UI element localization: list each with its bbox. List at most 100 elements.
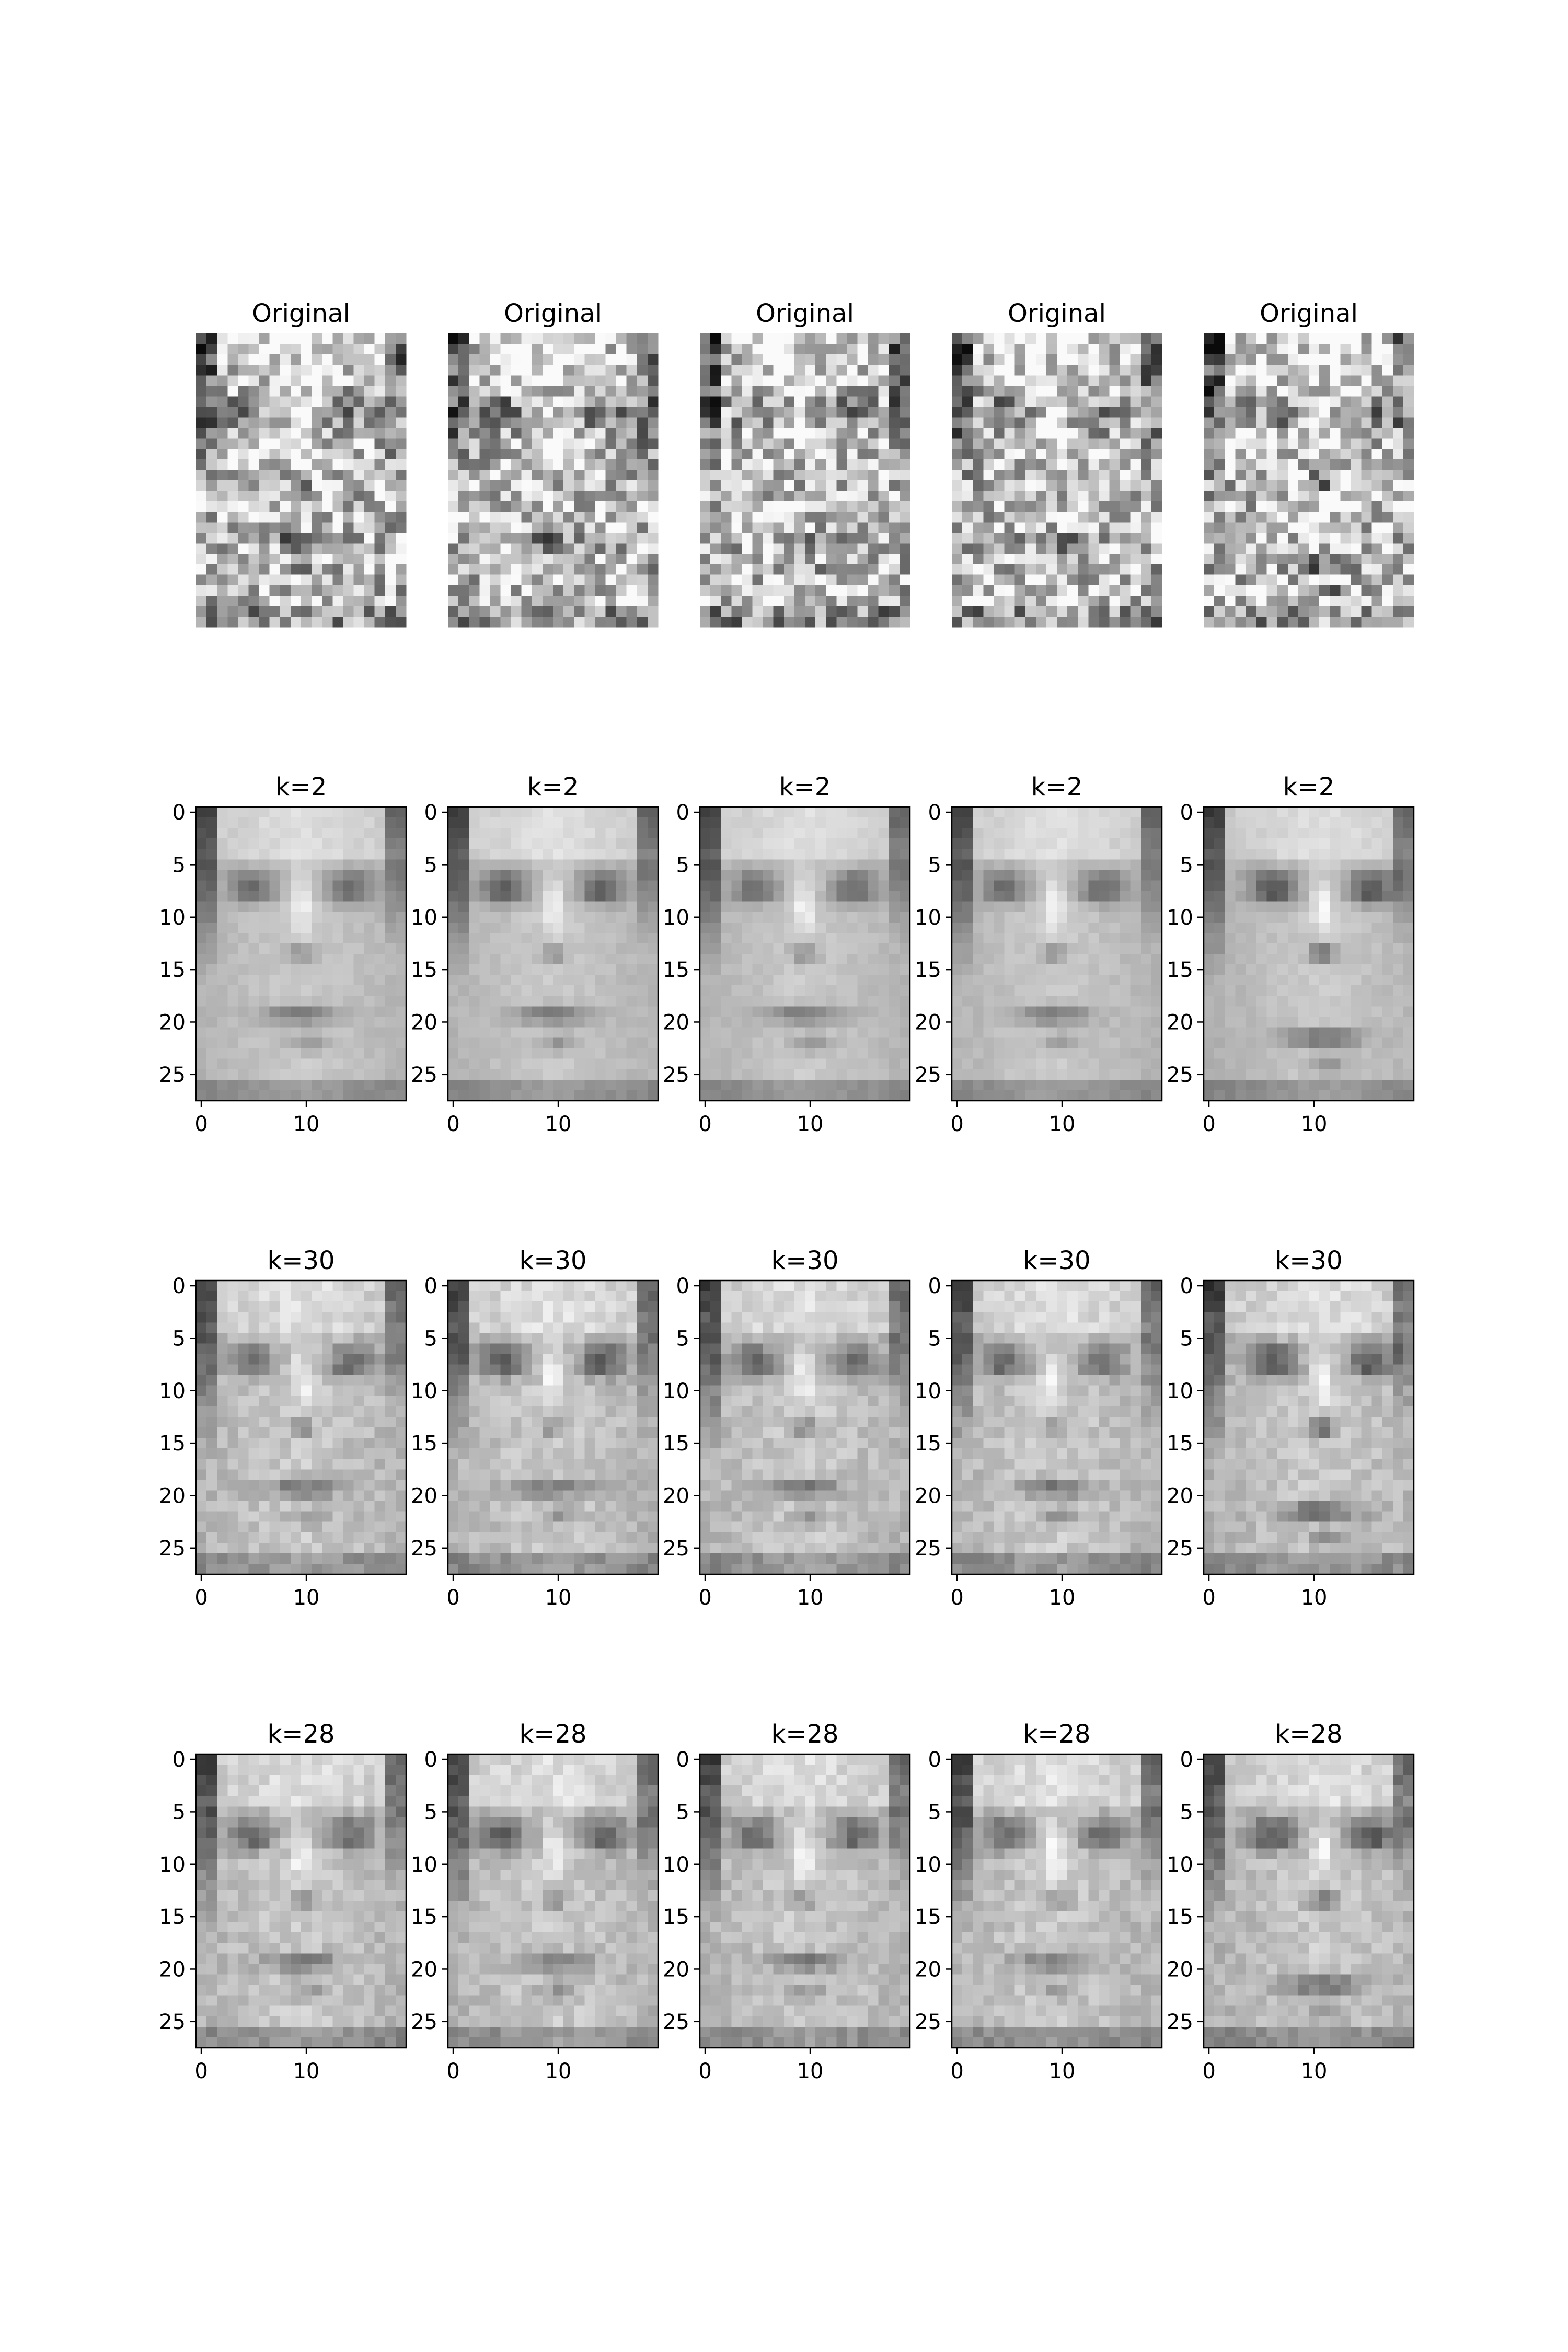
y-tick-label: 5 [676,1800,689,1824]
panel-title: Original [252,299,350,328]
y-tick-label: 5 [1180,1327,1193,1351]
y-tick-label: 15 [915,1432,941,1456]
y-tick-label: 0 [676,1274,689,1298]
y-tick-label: 25 [663,2010,689,2034]
y-tick-label: 0 [1180,1274,1193,1298]
x-tick-label: 0 [698,1112,711,1136]
panel-title: k=2 [275,773,327,802]
panel-title: k=30 [267,1246,335,1275]
panel-0-3: Original [952,299,1162,628]
y-tick-label: 25 [1167,1537,1193,1561]
y-tick-label: 10 [663,906,689,930]
y-tick-label: 0 [1180,801,1193,825]
panel-title: Original [1008,299,1106,328]
y-tick-label: 10 [159,1379,186,1403]
x-tick-label: 10 [1301,1586,1328,1610]
axes-frame [195,806,407,1102]
y-tick-label: 0 [172,1274,186,1298]
panel-title: k=2 [1031,773,1083,802]
face-image [448,333,659,628]
panel-title: Original [1260,299,1358,328]
axes-frame [699,1753,911,2049]
y-tick-label: 0 [424,1274,437,1298]
y-tick-label: 25 [159,1537,186,1561]
face-image [196,1754,407,2048]
x-tick-label: 10 [797,1586,824,1610]
y-tick-label: 20 [663,1484,689,1508]
panel-1-1: k=2 0 5 10 15 20 25 0 10 [411,773,659,1136]
y-tick-label: 20 [1167,1484,1193,1508]
panel-0-1: Original [448,299,659,628]
x-tick-label: 10 [293,1112,320,1136]
axes-frame [447,1753,659,2049]
face-image [196,807,407,1101]
y-tick-label: 5 [928,1800,941,1824]
y-tick-label: 10 [411,1379,437,1403]
y-tick-label: 10 [915,1853,941,1877]
y-tick-label: 10 [1167,906,1193,930]
panel-3-4: k=28 0 5 10 15 20 25 0 10 [1167,1720,1415,2083]
axes-frame [1203,806,1415,1102]
y-tick-label: 15 [663,1905,689,1929]
y-tick-label: 15 [915,958,941,982]
x-tick-label: 0 [698,1586,711,1610]
y-tick-label: 10 [411,906,437,930]
x-tick-label: 10 [545,2059,572,2083]
y-tick-label: 10 [411,1853,437,1877]
panel-2-3: k=30 0 5 10 15 20 25 0 10 [915,1246,1163,1610]
face-image [448,1281,659,1575]
panel-3-0: k=28 0 5 10 15 20 25 0 10 [159,1720,407,2083]
axes-frame [699,806,911,1102]
y-tick-label: 20 [1167,1957,1193,1981]
y-tick-label: 15 [159,1905,186,1929]
x-tick-label: 10 [293,2059,320,2083]
x-tick-label: 0 [194,1586,207,1610]
axes-frame [447,806,659,1102]
axes-frame [951,1279,1163,1575]
face-image [196,1281,407,1575]
y-tick-label: 5 [676,1327,689,1351]
y-tick-label: 5 [676,853,689,877]
panel-title: k=28 [519,1720,586,1749]
y-tick-label: 5 [424,853,437,877]
y-tick-label: 25 [915,2010,941,2034]
y-tick-label: 0 [928,1748,941,1772]
x-tick-label: 0 [950,2059,963,2083]
panel-3-2: k=28 0 5 10 15 20 25 0 10 [663,1720,911,2083]
panel-title: Original [504,299,602,328]
y-tick-label: 0 [676,1748,689,1772]
y-tick-label: 25 [411,1537,437,1561]
face-image [952,807,1162,1101]
axes-frame [447,1279,659,1575]
face-image [952,1754,1162,2048]
panel-title: k=30 [1275,1246,1342,1275]
y-tick-label: 20 [915,1957,941,1981]
panel-title: k=28 [771,1720,838,1749]
x-tick-label: 0 [1202,2059,1215,2083]
y-tick-label: 5 [172,1800,186,1824]
y-tick-label: 25 [915,1063,941,1087]
y-tick-label: 25 [1167,1063,1193,1087]
y-tick-label: 10 [1167,1853,1193,1877]
y-tick-label: 20 [663,1010,689,1034]
y-tick-label: 0 [928,801,941,825]
axes-frame [951,806,1163,1102]
x-tick-label: 10 [797,1112,824,1136]
y-tick-label: 5 [424,1800,437,1824]
y-tick-label: 25 [915,1537,941,1561]
y-tick-label: 20 [159,1957,186,1981]
panel-1-4: k=2 0 5 10 15 20 25 0 10 [1167,773,1415,1136]
y-tick-label: 20 [1167,1010,1193,1034]
y-tick-label: 10 [159,906,186,930]
x-tick-label: 0 [194,2059,207,2083]
y-tick-label: 5 [1180,853,1193,877]
x-tick-label: 10 [1049,1112,1076,1136]
y-tick-label: 20 [915,1010,941,1034]
face-image [952,333,1162,628]
panel-0-2: Original [700,299,910,628]
y-tick-label: 15 [411,1432,437,1456]
y-tick-label: 25 [663,1537,689,1561]
panel-title: k=28 [1275,1720,1342,1749]
face-image [700,1281,910,1575]
panel-title: k=30 [771,1246,838,1275]
